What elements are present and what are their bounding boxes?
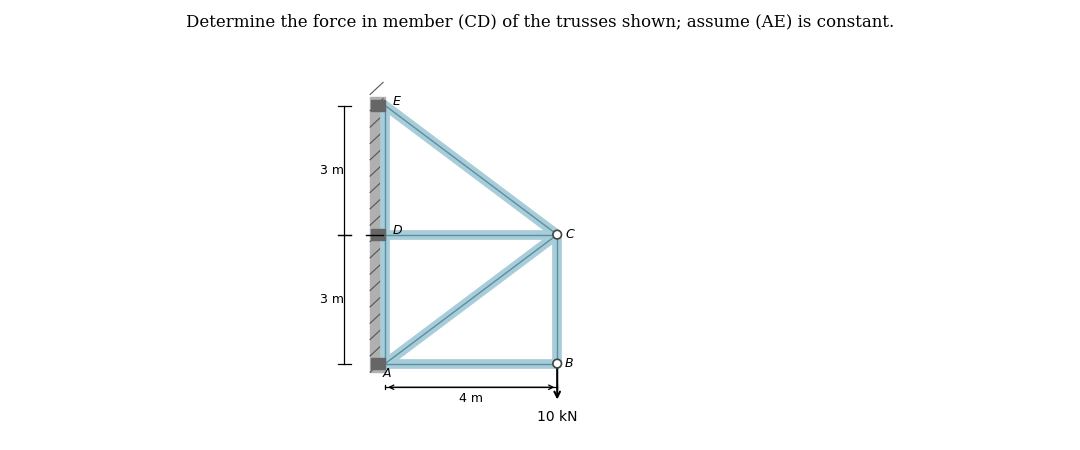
Text: D: D	[393, 224, 403, 237]
Circle shape	[553, 230, 562, 239]
Text: E: E	[393, 95, 401, 108]
Text: Determine the force in member (CD) of the trusses shown; assume (AE) is constant: Determine the force in member (CD) of th…	[186, 14, 894, 31]
Bar	[370, 97, 386, 372]
Text: 3 m: 3 m	[321, 292, 345, 306]
Bar	[372, 230, 384, 240]
Text: C: C	[566, 228, 575, 241]
Text: B: B	[565, 357, 573, 370]
Circle shape	[553, 359, 562, 368]
Text: A: A	[383, 367, 392, 379]
Bar	[372, 100, 384, 111]
Text: 4 m: 4 m	[459, 392, 483, 405]
Text: 10 kN: 10 kN	[537, 410, 578, 424]
Text: 3 m: 3 m	[321, 164, 345, 176]
Bar	[372, 359, 384, 369]
